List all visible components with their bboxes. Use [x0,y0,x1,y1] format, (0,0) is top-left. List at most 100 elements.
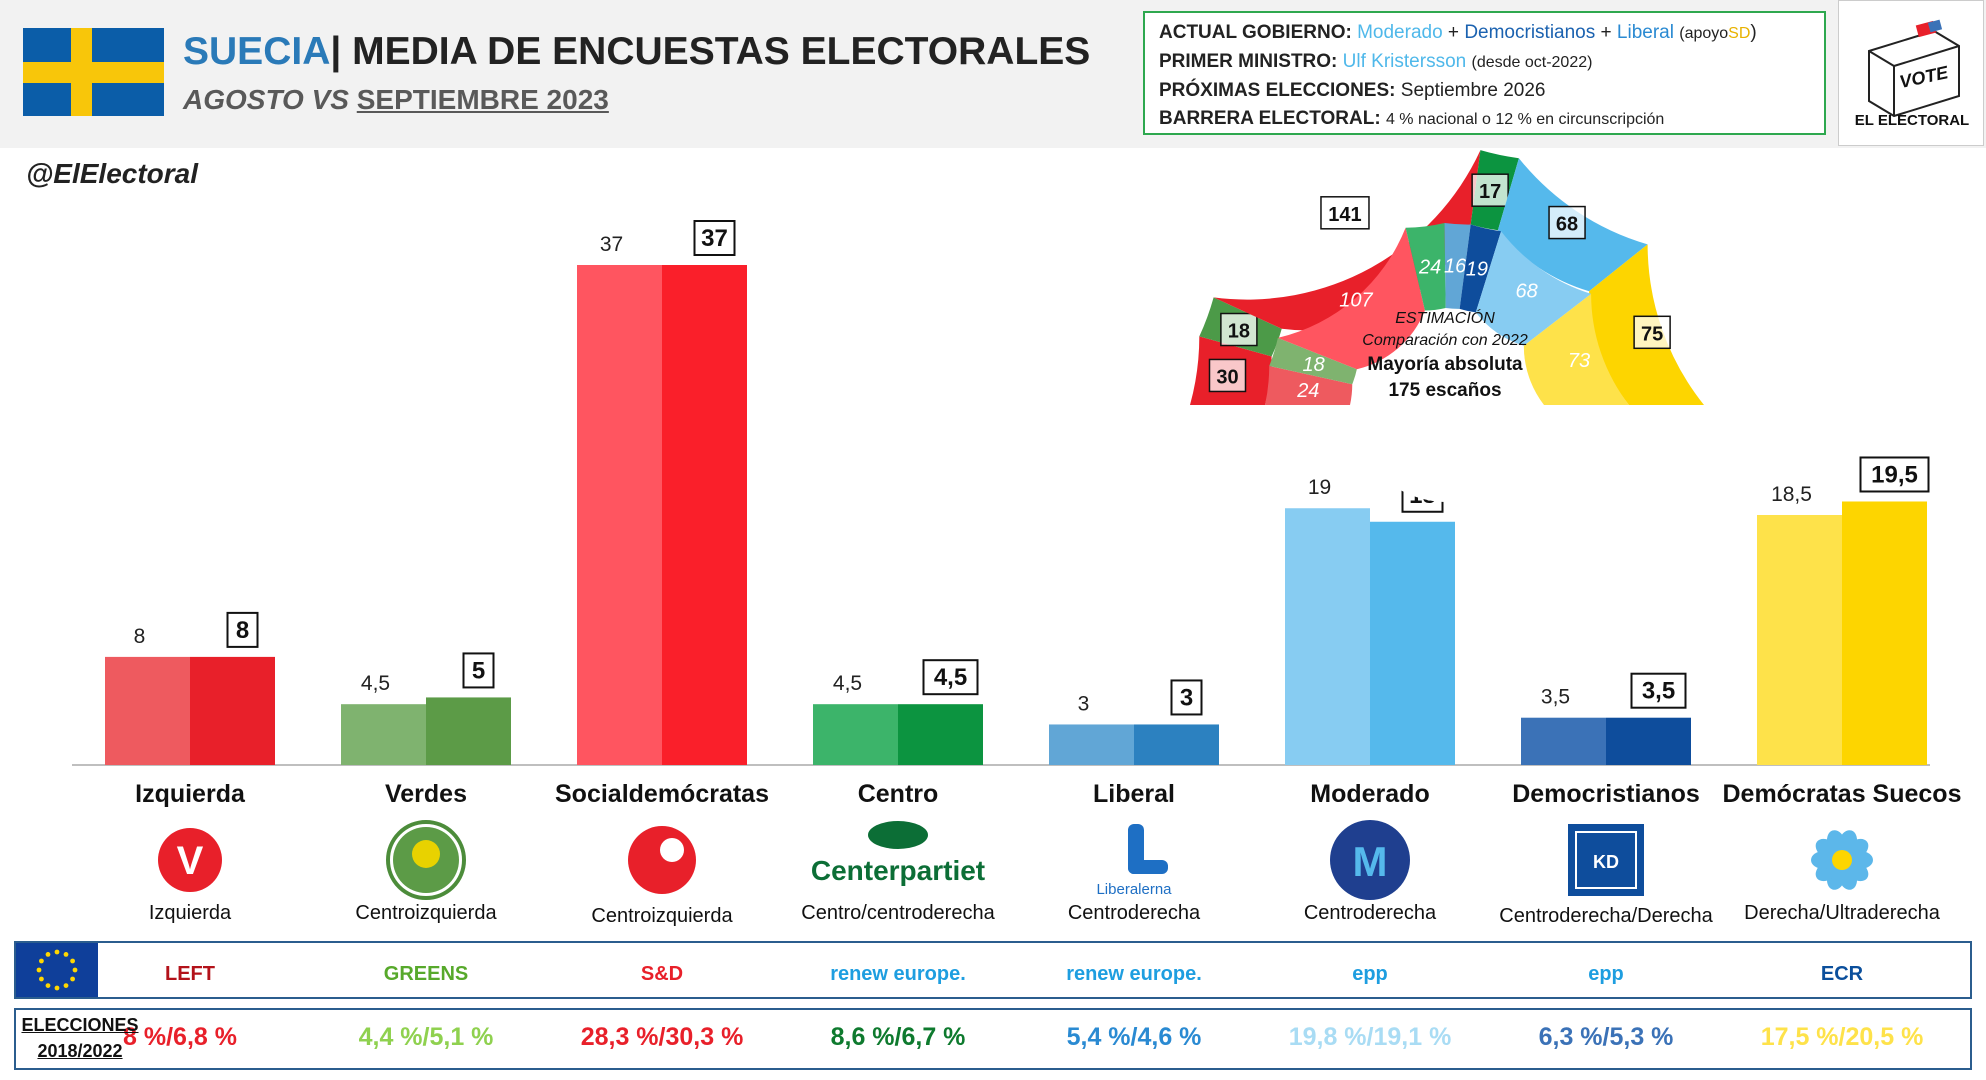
seat-label-2023: 18 [1228,321,1250,343]
bar-SD-agosto [1757,515,1842,765]
gov-party-1: Moderado [1357,22,1443,43]
eu-group-logo: renew europe. [1066,963,1202,985]
inner-ring-segment [1277,227,1425,370]
barrier-value: 4 % nacional o 12 % en circunscripción [1385,111,1665,128]
elections-row [14,1008,1972,1070]
elections-result: 17,5 %/20,5 % [1760,1023,1924,1051]
hemicycle-caption: Comparación con 2022 [1362,332,1528,349]
party-logo-M-icon: M [1330,820,1410,900]
value-box [922,659,979,696]
party-logo-C-icon: Centerpartiet [811,821,985,886]
gov-label: ACTUAL GOBIERNO: [1159,22,1352,43]
next-elections-value: Septiembre 2026 [1400,80,1546,101]
inner-ring-segment [1523,293,1629,405]
bar-V-septiembre [190,656,275,765]
ideology-label: Derecha/Ultraderecha [1744,902,1940,924]
seat-box [1548,205,1586,240]
bar-L-agosto [1049,724,1134,765]
bar-V-agosto [105,656,190,765]
seat-label-2023: 30 [1216,366,1238,388]
value-box [1170,679,1203,716]
seat-box [1320,196,1370,230]
value-label-agosto: 37 [600,233,623,256]
inner-ring-segment [1459,224,1502,313]
bar-M-agosto [1285,508,1370,765]
svg-text:KD: KD [1593,852,1619,872]
title-country: SUECIA [183,30,331,73]
inner-ring-segment [1405,223,1446,311]
ideology-label: Izquierda [148,902,232,924]
elections-result: 28,3 %/30,3 % [580,1023,744,1051]
seat-label-2022: 73 [1568,350,1590,372]
value-box [462,652,495,689]
ideology-label: Centro/centroderecha [801,902,995,924]
value-label-agosto: 19 [1308,476,1331,499]
value-box [1859,456,1930,493]
bar-MP-agosto [341,704,426,765]
eu-group-logo: epp [1588,963,1624,985]
eu-flag-icon [16,943,98,997]
party-logo-V-icon: V [158,828,222,892]
category-label: Izquierda [135,780,245,808]
value-box [1630,672,1687,709]
bar-SD-septiembre [1842,501,1927,765]
hemicycle-caption: Mayoría absoluta [1367,354,1523,375]
pm-since: (desde oct-2022) [1471,54,1593,71]
ideology-label: Centroizquierda [591,905,733,927]
seat-label-2023: 75 [1641,323,1663,345]
seat-label-2022: 19 [1466,259,1488,281]
ballot-box-icon: VOTE EL ELECTORAL [1855,19,1969,129]
ideology-label: Centroderecha [1067,902,1201,924]
inner-ring-segment [1265,365,1353,405]
value-label-agosto: 18,5 [1771,483,1812,506]
bar-S-septiembre [662,265,747,765]
eu-group-logo: LEFT [165,963,215,985]
seat-box [1208,358,1247,393]
category-label: Moderado [1310,780,1430,808]
seat-box [1633,315,1671,350]
inner-ring-segment [1475,231,1592,346]
party-logo-L-icon: Liberalerna [1096,824,1172,898]
elections-result: 8 %/6,8 % [123,1023,237,1051]
ideology-label: Centroderecha/Derecha [1499,905,1713,927]
next-elections-label: PRÓXIMAS ELECCIONES: [1159,80,1396,101]
party-logo-MP-icon [386,820,466,900]
gov-support-suffix: ) [1750,22,1757,43]
seat-label-2023: 141 [1328,204,1361,226]
gov-party-2: Democristianos [1464,22,1596,43]
seat-label-2023: 17 [1479,181,1501,203]
logo-brand-text: EL ELECTORAL [1855,112,1969,129]
value-label-septiembre: 37 [701,225,728,252]
elections-result: 5,4 %/4,6 % [1066,1023,1202,1051]
seat-box [1220,312,1258,347]
inner-ring-segment [1269,337,1357,385]
seat-label-2022: 18 [1302,354,1324,376]
category-label: Centro [857,780,939,808]
ideology-label: Centroderecha [1303,902,1437,924]
bar-C-septiembre [898,704,983,765]
elections-result: 8,6 %/6,7 % [830,1023,966,1051]
eu-groups-row [14,941,1972,999]
page-title: SUECIA| MEDIA DE ENCUESTAS ELECTORALES [183,30,1090,74]
hemicycle-caption: 175 escaños [1388,380,1501,401]
bar-L-septiembre [1134,724,1219,765]
value-label-agosto: 3,5 [1541,686,1570,709]
elections-result: 19,8 %/19,1 % [1288,1023,1452,1051]
value-label-septiembre: 3 [1180,684,1193,711]
bar-KD-agosto [1521,717,1606,765]
info-box: ACTUAL GOBIERNO: Moderado + Democristian… [1143,11,1826,135]
eu-group-logo: renew europe. [830,963,966,985]
party-logo-SD-icon [1811,830,1873,890]
page-subtitle: AGOSTO VS SEPTIEMBRE 2023 [183,84,609,116]
pm-label: PRIMER MINISTRO: [1159,51,1338,72]
sweden-flag-icon [23,28,164,116]
eu-group-logo: GREENS [384,963,468,985]
value-label-septiembre: 3,5 [1642,678,1675,705]
svg-text:Centerpartiet: Centerpartiet [811,855,985,886]
bar-C-agosto [813,704,898,765]
category-label: Socialdemócratas [555,780,769,808]
seat-label-2023: 68 [1556,214,1578,236]
gov-support-party: SD [1728,25,1751,42]
value-box [693,220,736,256]
hemicycle-center [1350,404,1544,502]
